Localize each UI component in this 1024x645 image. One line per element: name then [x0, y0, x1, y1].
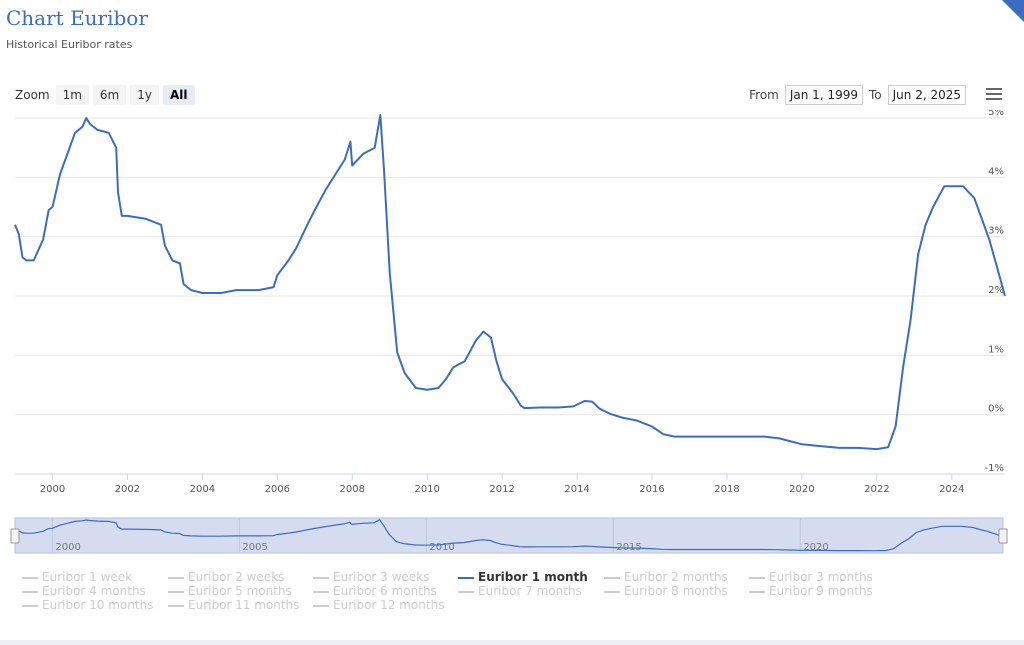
legend-line-icon	[313, 576, 329, 579]
x-tick-label: 2000	[40, 484, 65, 495]
legend-line-icon	[168, 590, 184, 593]
y-tick-label: 3%	[988, 226, 1004, 237]
navigator-tick-label: 2020	[803, 542, 828, 553]
page-title: Chart Euribor	[6, 6, 148, 30]
from-date-input[interactable]: Jan 1, 1999	[784, 85, 863, 105]
legend-item-label: Euribor 12 months	[333, 598, 445, 612]
legend-item-label: Euribor 3 months	[769, 570, 873, 584]
navigator-right-handle[interactable]	[998, 528, 1008, 544]
x-tick-label: 2018	[714, 484, 739, 495]
from-label: From	[749, 88, 779, 102]
zoom-toolbar: Zoom 1m 6m 1y All	[15, 85, 195, 105]
y-tick-label: -1%	[985, 463, 1004, 474]
legend-item-label: Euribor 7 months	[478, 584, 582, 598]
legend-line-icon	[313, 590, 329, 593]
legend-item[interactable]: Euribor 1 month	[458, 570, 588, 584]
x-tick-label: 2016	[639, 484, 664, 495]
legend-item[interactable]: Euribor 1 week	[22, 570, 132, 584]
navigator-left-handle[interactable]	[10, 528, 20, 544]
legend-item-label: Euribor 10 months	[42, 598, 154, 612]
x-tick-label: 2014	[564, 484, 589, 495]
legend-item-label: Euribor 4 months	[42, 584, 146, 598]
navigator-series-line	[14, 518, 1004, 552]
legend-item-label: Euribor 3 weeks	[333, 570, 430, 584]
legend-line-icon	[22, 576, 38, 579]
legend-item[interactable]: Euribor 2 weeks	[168, 570, 284, 584]
y-tick-label: 1%	[988, 344, 1004, 355]
legend-item[interactable]: Euribor 5 months	[168, 584, 292, 598]
x-tick-label: 2004	[190, 484, 215, 495]
y-tick-label: 4%	[988, 166, 1004, 177]
page-subtitle: Historical Euribor rates	[6, 38, 133, 51]
legend-line-icon	[458, 590, 474, 593]
legend-item[interactable]: Euribor 11 months	[168, 598, 299, 612]
legend-line-icon	[22, 590, 38, 593]
legend-item[interactable]: Euribor 9 months	[749, 584, 873, 598]
legend-item-label: Euribor 1 week	[42, 570, 133, 584]
x-tick-label: 2022	[864, 484, 889, 495]
y-tick-label: 0%	[988, 404, 1004, 415]
legend-item-label: Euribor 2 months	[624, 570, 728, 584]
legend-item[interactable]: Euribor 6 months	[313, 584, 437, 598]
legend-line-icon	[168, 576, 184, 579]
legend-line-icon	[168, 604, 184, 607]
legend-item[interactable]: Euribor 12 months	[313, 598, 444, 612]
navigator-tick-label: 2010	[429, 542, 454, 553]
legend-item-label: Euribor 8 months	[624, 584, 728, 598]
legend-item-label: Euribor 6 months	[333, 584, 437, 598]
legend-item[interactable]: Euribor 7 months	[458, 584, 582, 598]
legend-line-icon	[313, 604, 329, 607]
y-tick-label: 5%	[988, 110, 1004, 118]
legend-line-icon	[604, 576, 620, 579]
zoom-1y-button[interactable]: 1y	[130, 85, 159, 105]
zoom-6m-button[interactable]: 6m	[92, 85, 127, 105]
bottom-strip	[0, 640, 1024, 645]
legend-item[interactable]: Euribor 3 months	[749, 570, 873, 584]
corner-ribbon	[1002, 0, 1024, 22]
legend-item-label: Euribor 9 months	[769, 584, 873, 598]
legend-item-label: Euribor 2 weeks	[188, 570, 285, 584]
y-tick-label: 2%	[988, 285, 1004, 296]
x-tick-label: 2020	[789, 484, 814, 495]
x-tick-label: 2012	[489, 484, 514, 495]
legend-line-icon	[458, 576, 474, 579]
zoom-all-button[interactable]: All	[163, 85, 195, 105]
legend-line-icon	[749, 576, 765, 579]
to-label: To	[868, 88, 882, 102]
date-range: From Jan 1, 1999 To Jun 2, 2025	[749, 85, 966, 105]
legend-line-icon	[22, 604, 38, 607]
main-chart: -1% 0% 1% 2% 3% 4% 5% 2000 2002 2004 2006 2008 2010 2…	[14, 110, 1006, 495]
navigator[interactable]: 2000 2005 2010 2015 2020	[0, 515, 1024, 555]
legend-item-label: Euribor 11 months	[188, 598, 300, 612]
x-tick-label: 2024	[939, 484, 964, 495]
legend-item-label: Euribor 1 month	[478, 570, 588, 584]
x-tick-label: 2008	[340, 484, 365, 495]
legend-item[interactable]: Euribor 3 weeks	[313, 570, 429, 584]
to-date-input[interactable]: Jun 2, 2025	[887, 85, 966, 105]
legend-item[interactable]: Euribor 2 months	[604, 570, 728, 584]
legend-line-icon	[604, 590, 620, 593]
x-tick-label: 2006	[265, 484, 290, 495]
legend-line-icon	[749, 590, 765, 593]
legend-item[interactable]: Euribor 4 months	[22, 584, 146, 598]
legend-item[interactable]: Euribor 8 months	[604, 584, 728, 598]
x-tick-label: 2002	[115, 484, 140, 495]
series-line-euribor-1-month	[14, 114, 1006, 451]
x-tick-label: 2010	[414, 484, 439, 495]
zoom-label: Zoom	[15, 88, 50, 102]
legend-item-label: Euribor 5 months	[188, 584, 292, 598]
navigator-mask[interactable]	[14, 517, 1004, 554]
zoom-1m-button[interactable]: 1m	[55, 85, 89, 105]
legend-item[interactable]: Euribor 10 months	[22, 598, 153, 612]
navigator-tick-label: 2000	[55, 542, 80, 553]
navigator-tick-label: 2005	[242, 542, 267, 553]
hamburger-menu-icon[interactable]	[986, 88, 1002, 102]
